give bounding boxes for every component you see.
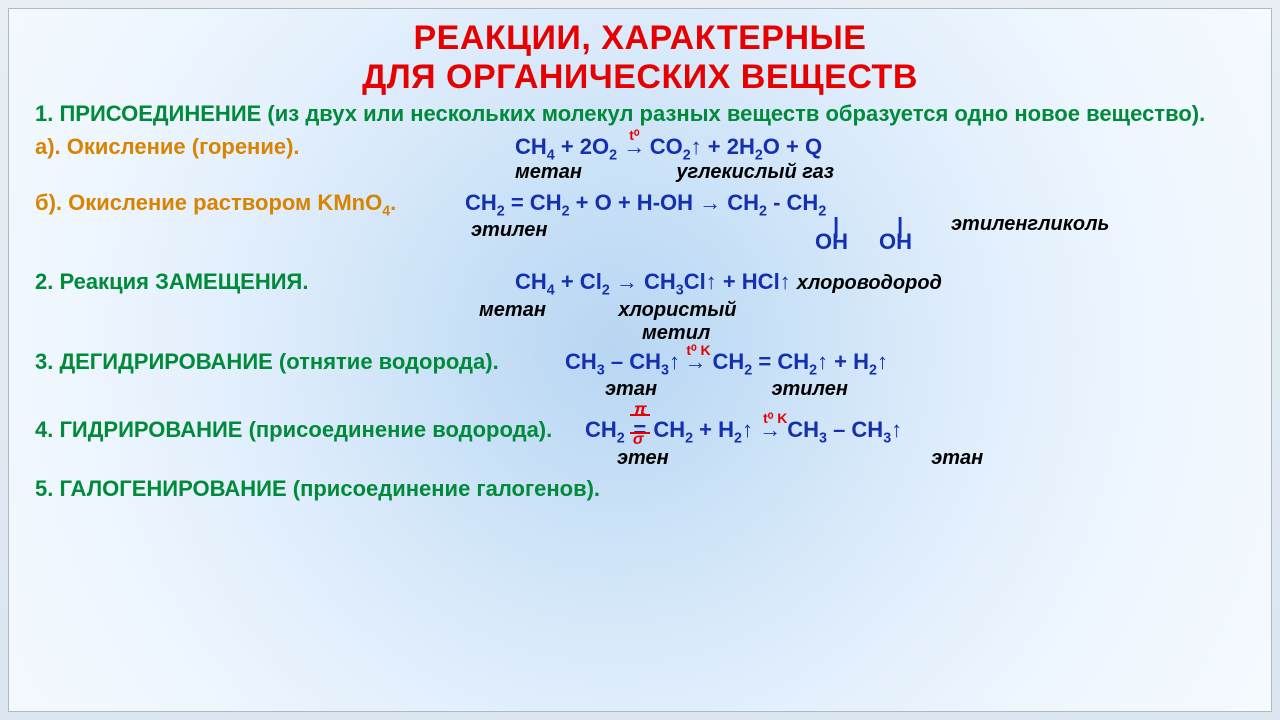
f3-up1: ↑ <box>669 349 680 374</box>
f2-clup: Cl↑ + HCl↑ <box>684 269 797 294</box>
lab-2-methane: метан <box>479 299 546 321</box>
f4-r: СН <box>787 417 819 442</box>
formula-2: СН4 + Cl2 → СН3Cl↑ + HCl↑ хлороводород м… <box>515 269 1245 344</box>
f3-h2: ↑ + Н <box>817 349 869 374</box>
f4-l: СН <box>585 417 617 442</box>
f1b-oh2: ОН <box>879 229 912 255</box>
f4-dash: – СН <box>827 417 883 442</box>
row-1a: а). Окисление (горение). СН4 + 2O2 t⁰ → … <box>35 134 1245 184</box>
row-1b: б). Окисление раствором KMnO4. СН2 = СН2… <box>35 190 1245 247</box>
lab-1b-ethylene: этилен <box>471 219 547 242</box>
f1a-q: O + Q <box>763 134 822 159</box>
f3-eq: СН <box>713 349 745 374</box>
f4-mid: СН <box>653 417 685 442</box>
f1b-l: СН <box>465 190 497 215</box>
section-3-head: 3. ДЕГИДРИРОВАНИЕ (отнятие водорода). <box>35 349 565 375</box>
section-5-head: 5. ГАЛОГЕНИРОВАНИЕ (присоединение галоге… <box>35 476 1245 502</box>
lab-1a-methane: метан <box>515 161 582 183</box>
row-3: 3. ДЕГИДРИРОВАНИЕ (отнятие водорода). СН… <box>35 349 1245 401</box>
f1a-t0: t⁰ <box>629 127 639 144</box>
section-1-head: 1. ПРИСОЕДИНЕНИЕ (из двух или нескольких… <box>35 101 1245 127</box>
row-2: 2. Реакция ЗАМЕЩЕНИЯ. СН4 + Cl2 → СН3Cl↑… <box>35 269 1245 344</box>
f4-h2: + Н <box>693 417 734 442</box>
f1b-dash: - СН <box>767 190 818 215</box>
f1b-plus: + О + Н-ОН → СН <box>570 190 759 215</box>
f1a-o2: + 2O <box>555 134 609 159</box>
section-2-head: 2. Реакция ЗАМЕЩЕНИЯ. <box>35 269 515 295</box>
lab-1a-co2: углекислый газ <box>676 161 834 183</box>
f3-dash: – СН <box>605 349 661 374</box>
section-4-head: 4. ГИДРИРОВАНИЕ (присоединение водорода)… <box>35 417 585 443</box>
f1a-co2: CO <box>650 134 683 159</box>
f4-up: ↑ <box>891 417 902 442</box>
sub-1a-head: а). Окисление (горение). <box>35 134 515 160</box>
f4-tK: t⁰ K <box>763 410 787 427</box>
f1a-ch4-l: СН <box>515 134 547 159</box>
formula-4: СН2 π = σ СН2 + Н2↑ t⁰ K → СН3 – СН3↑ эт… <box>585 417 1245 469</box>
formula-1b: СН2 = СН2 + О + Н-ОН → СН2 - СН2 этилен … <box>465 190 1245 247</box>
f3-h2e: ↑ <box>877 349 888 374</box>
f1b-oh1: ОН <box>815 229 848 255</box>
sub-1b-head: б). Окисление раствором KMnO4. <box>35 190 465 219</box>
f2-arr: → СН <box>610 269 676 294</box>
lab-1b-glycol: этиленгликоль <box>951 213 1109 236</box>
lab-2-chl2: метил <box>642 322 710 344</box>
f3-tK: t⁰ K <box>686 342 710 359</box>
lab-3-ethane: этан <box>605 378 657 400</box>
row-4: 4. ГИДРИРОВАНИЕ (присоединение водорода)… <box>35 417 1245 469</box>
f3-eq2: = СН <box>752 349 809 374</box>
slide-frame: РЕАКЦИИ, ХАРАКТЕРНЫЕ ДЛЯ ОРГАНИЧЕСКИХ ВЕ… <box>8 8 1272 712</box>
f1a-h2o: + 2H <box>702 134 755 159</box>
slide-title: РЕАКЦИИ, ХАРАКТЕРНЫЕ ДЛЯ ОРГАНИЧЕСКИХ ВЕ… <box>35 19 1245 97</box>
formula-3: СН3 – СН3↑ t⁰ K → СН2 = СН2↑ + Н2↑ этан … <box>565 349 1245 401</box>
f3-l: СН <box>565 349 597 374</box>
f2-cl2: + Cl <box>555 269 602 294</box>
title-line-1: РЕАКЦИИ, ХАРАКТЕРНЫЕ <box>414 19 867 57</box>
slide-outer: РЕАКЦИИ, ХАРАКТЕРНЫЕ ДЛЯ ОРГАНИЧЕСКИХ ВЕ… <box>0 0 1280 720</box>
lab-2-chl1: хлористый <box>618 299 736 321</box>
lab-4-ethane: этан <box>931 447 983 469</box>
title-line-2: ДЛЯ ОРГАНИЧЕСКИХ ВЕЩЕСТВ <box>362 58 918 96</box>
f2-ch4: СН <box>515 269 547 294</box>
lab-4-ethene: этен <box>617 447 669 469</box>
formula-1a: СН4 + 2O2 t⁰ → CO2↑ + 2H2O + Q метан угл… <box>515 134 1245 184</box>
lab-3-ethylene: этилен <box>771 378 847 400</box>
f2-hcl: хлороводород <box>797 272 942 294</box>
f1b-eq: = СН <box>505 190 562 215</box>
